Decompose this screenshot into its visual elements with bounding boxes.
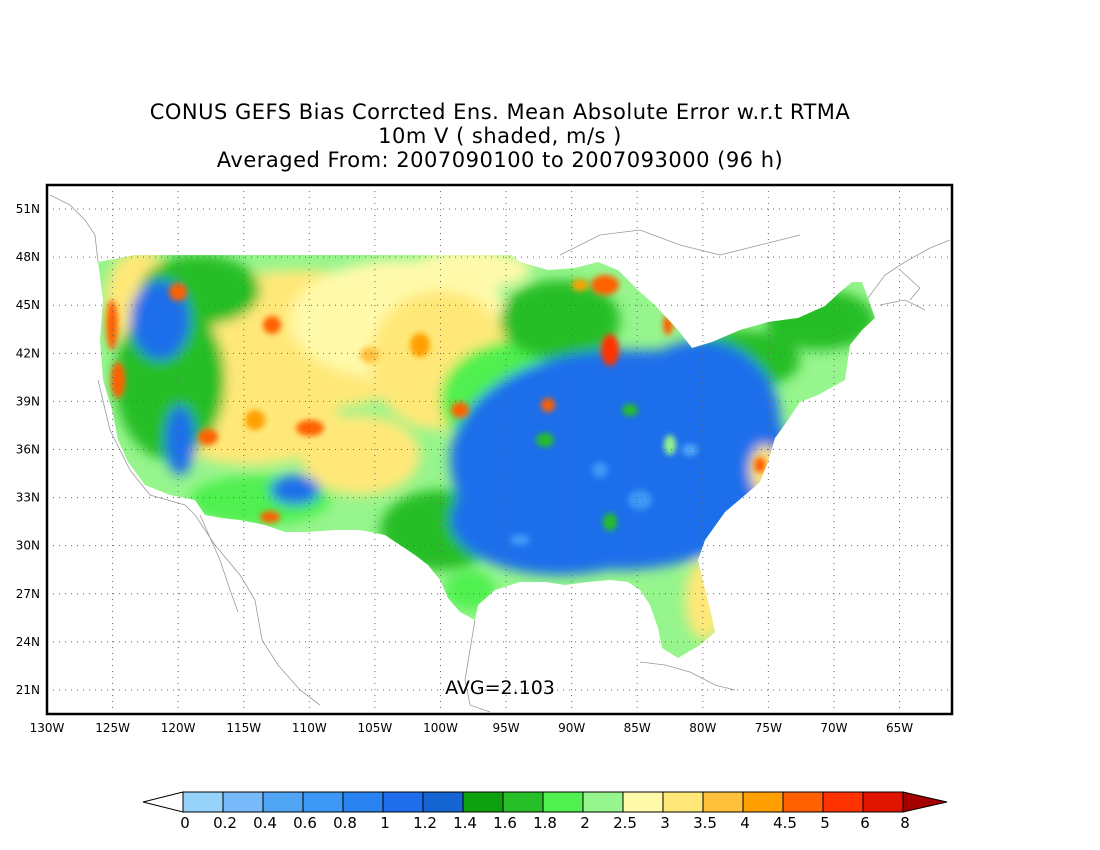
chart-title: CONUS GEFS Bias Corrcted Ens. Mean Absol…	[40, 100, 960, 172]
colorbar-box	[622, 791, 664, 813]
colorbar-label: 1.6	[493, 814, 517, 832]
title-line-1: CONUS GEFS Bias Corrcted Ens. Mean Absol…	[149, 100, 851, 124]
lat-tick-label: 39N	[16, 394, 40, 408]
lat-tick-label: 51N	[16, 202, 40, 216]
lat-tick-label: 36N	[16, 443, 40, 457]
colorbar-boxes	[182, 791, 904, 813]
coastline-mexico-west	[97, 379, 321, 706]
lon-tick-label: 105W	[358, 721, 393, 735]
colorbar-box	[662, 791, 704, 813]
coastline-canada-west	[49, 194, 99, 263]
colorbar-label: 0.2	[213, 814, 237, 832]
lon-tick-label: 100W	[423, 721, 458, 735]
coastline-novascotia	[879, 299, 926, 311]
lon-tick-label: 130W	[30, 721, 65, 735]
colorbar-label: 3.5	[693, 814, 717, 832]
lat-tick-labels: 51N 48N 45N 42N 39N 36N 33N 30N 27N 24N 21N	[16, 202, 40, 697]
lon-tick-label: 80W	[689, 721, 716, 735]
colorbar-label: 1.4	[453, 814, 477, 832]
colorbar-label: 4	[740, 814, 750, 832]
colorbar-label: 2	[580, 814, 590, 832]
coastline-mexico-gulf	[464, 619, 491, 713]
lon-tick-label: 70W	[820, 721, 847, 735]
coastline-baja	[199, 514, 239, 613]
coastline-cuba	[639, 661, 736, 691]
colorbar-box	[342, 791, 384, 813]
colorbar-box	[782, 791, 824, 813]
colorbar-box	[542, 791, 584, 813]
colorbar-box	[182, 791, 224, 813]
colorbar-label: 1.2	[413, 814, 437, 832]
lat-tick-label: 21N	[16, 683, 40, 697]
lon-tick-label: 85W	[624, 721, 651, 735]
colorbar-label: 2.5	[613, 814, 637, 832]
lat-tick-label: 24N	[16, 635, 40, 649]
grid-lines	[46, 185, 952, 714]
avg-annotation: AVG=2.103	[445, 677, 555, 699]
colorbar-box	[582, 791, 624, 813]
colorbar-label: 0.4	[253, 814, 277, 832]
lon-tick-label: 90W	[558, 721, 585, 735]
title-line-3: Averaged From: 2007090100 to 2007093000 …	[216, 148, 784, 172]
lat-tick-label: 33N	[16, 491, 40, 505]
colorbar-label: 1.8	[533, 814, 557, 832]
colorbar-label: 0	[180, 814, 190, 832]
colorbar-label: 0.6	[293, 814, 317, 832]
plot-frame	[45, 183, 954, 716]
colorbar-box	[742, 791, 784, 813]
border-canada	[559, 229, 801, 256]
colorbar-label: 1	[380, 814, 390, 832]
colorbar-box	[822, 791, 864, 813]
lon-tick-label: 65W	[886, 721, 913, 735]
colorbar-box	[702, 791, 744, 813]
lat-tick-label: 42N	[16, 346, 40, 360]
colorbar-label: 5	[820, 814, 830, 832]
lon-tick-label: 110W	[292, 721, 327, 735]
lon-tick-label: 115W	[226, 721, 261, 735]
colorbar-box	[262, 791, 304, 813]
lon-tick-label: 120W	[161, 721, 196, 735]
colorbar-box	[462, 791, 504, 813]
lat-tick-label: 45N	[16, 298, 40, 312]
colorbar-label: 6	[860, 814, 870, 832]
lat-tick-label: 48N	[16, 250, 40, 264]
title-line-2: 10m V ( shaded, m/s )	[378, 124, 622, 148]
lon-tick-label: 95W	[492, 721, 519, 735]
colorbar-label: 8	[900, 814, 910, 832]
lat-tick-label: 27N	[16, 587, 40, 601]
colorbar-under-triangle	[142, 791, 184, 813]
colorbar-box	[862, 791, 904, 813]
colorbar-label: 0.8	[333, 814, 357, 832]
coastlines	[49, 194, 951, 713]
coastline-maritimes	[867, 239, 951, 299]
colorbar-box	[382, 791, 424, 813]
colorbar-label: 3	[660, 814, 670, 832]
lon-tick-label: 75W	[755, 721, 782, 735]
colorbar-label: 4.5	[773, 814, 797, 832]
colorbar-box	[422, 791, 464, 813]
coastline-newfoundland	[899, 269, 921, 301]
colorbar-box	[222, 791, 264, 813]
lat-tick-label: 30N	[16, 539, 40, 553]
lon-tick-label: 125W	[95, 721, 130, 735]
colorbar-box	[502, 791, 544, 813]
colorbar-over-triangle	[902, 791, 948, 813]
lon-tick-labels: 130W 125W 120W 115W 110W 105W 100W 95W 90W 85W 80W…	[30, 721, 914, 735]
colorbar-box	[302, 791, 344, 813]
